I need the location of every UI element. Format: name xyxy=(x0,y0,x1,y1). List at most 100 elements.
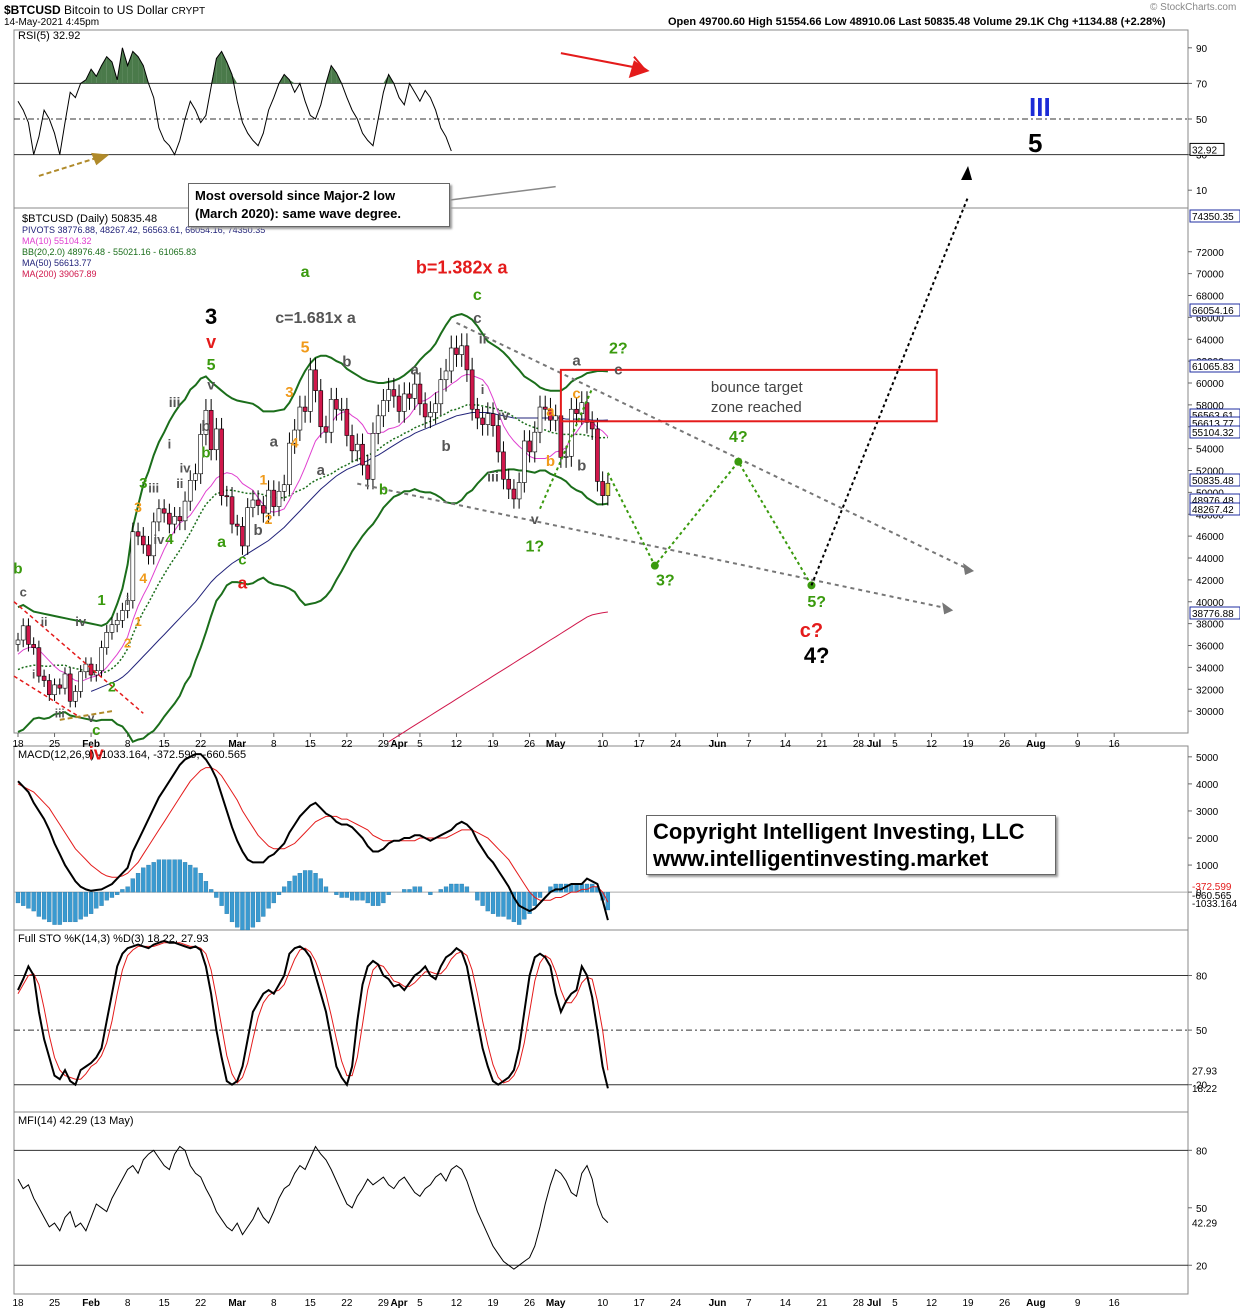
candle-body xyxy=(365,464,371,480)
wave-label: c xyxy=(614,361,622,378)
macd-histogram-bar xyxy=(109,891,115,898)
y-tick-label-price: 48000 xyxy=(1196,510,1224,521)
x-tick-label-bottom: 10 xyxy=(597,1298,609,1309)
candle-body xyxy=(448,347,454,372)
price-axis-value: 55104.32 xyxy=(1192,428,1234,439)
candle-body xyxy=(516,482,522,500)
x-tick-label-bottom: 14 xyxy=(780,1298,792,1309)
rsi-overbought-fill xyxy=(284,74,290,84)
rsi-annotation-line1: Most oversold since Major-2 low xyxy=(195,188,396,203)
x-tick-label-bottom: 26 xyxy=(999,1298,1011,1309)
macd-histogram-bar xyxy=(188,864,193,893)
copyright-box: Copyright Intelligent Investing, LLC www… xyxy=(646,815,1056,875)
x-tick-label-price: 12 xyxy=(451,739,463,750)
macd-histogram-bar xyxy=(537,891,543,898)
y-tick-label-rsi: 10 xyxy=(1196,186,1208,197)
candle-body xyxy=(506,478,511,490)
copyright-line2: www.intelligentinvesting.market xyxy=(653,846,989,871)
price-axis-value: 61065.83 xyxy=(1192,362,1234,373)
y-tick-label-price: 58000 xyxy=(1196,401,1224,412)
macd-histogram-bar xyxy=(47,891,52,923)
price-legend-item: MA(10) 55104.32 xyxy=(22,236,92,246)
x-tick-label-bottom: Aug xyxy=(1026,1298,1045,1309)
rsi-divergence-line-2 xyxy=(560,52,645,71)
x-tick-label-bottom: 8 xyxy=(271,1298,277,1309)
candle-body xyxy=(360,443,365,466)
wave-label: 3 xyxy=(205,304,217,329)
wave-label: 1 xyxy=(134,614,141,629)
candle-body xyxy=(537,406,543,433)
wave-label: 4 xyxy=(139,570,147,586)
y-tick-label-price: 66000 xyxy=(1196,313,1224,324)
x-tick-label-price: 19 xyxy=(962,739,974,750)
rsi-last-value-box xyxy=(1189,142,1225,156)
macd-histogram-bar xyxy=(376,891,381,906)
rsi-title: RSI(5) 32.92 xyxy=(18,30,80,42)
macd-histogram-bar xyxy=(250,891,256,928)
macd-histogram-bar xyxy=(62,891,68,923)
macd-histogram-bar xyxy=(261,891,266,917)
candle-body xyxy=(589,422,595,430)
macd-histogram-bar xyxy=(490,891,496,914)
wave-label: a xyxy=(411,361,420,378)
wave-label: b=1.382x a xyxy=(416,258,509,278)
bollinger-middle-line xyxy=(17,404,608,674)
macd-histogram-bar xyxy=(198,873,203,893)
y-tick-label-price: 32000 xyxy=(1196,685,1224,696)
candle-body xyxy=(485,413,491,425)
macd-histogram-bar xyxy=(428,891,433,895)
candle-body xyxy=(41,675,47,681)
wave-label: iii xyxy=(487,468,499,484)
candle-body xyxy=(501,451,506,480)
wave-label: a xyxy=(238,574,248,593)
macd-histogram-bar xyxy=(203,881,209,893)
wave-target-label: 5 xyxy=(1028,128,1043,158)
wave-label: iii xyxy=(169,394,181,410)
y-tick-label-stochastic: 20 xyxy=(1196,1081,1208,1092)
wave-label: ii xyxy=(479,331,487,347)
macd-histogram-bar xyxy=(381,891,386,904)
macd-line xyxy=(17,753,609,921)
wave-label: a xyxy=(572,353,581,370)
candle-body xyxy=(198,434,203,475)
wave-label: 1 xyxy=(97,592,105,609)
candle-body xyxy=(73,691,78,702)
bollinger-lower-line xyxy=(17,468,609,744)
rsi-annotation-box: Most oversold since Major-2 low (March 2… xyxy=(188,183,450,227)
x-tick-label-price: 15 xyxy=(305,739,317,750)
rsi-overbought-fill xyxy=(216,51,222,84)
wave-label: 5? xyxy=(807,594,826,611)
candle-body xyxy=(595,428,600,482)
price-axis-value: 38776.88 xyxy=(1192,609,1234,620)
x-tick-label-bottom: 19 xyxy=(487,1298,499,1309)
price-legend-item: $BTCUSD (Daily) 50835.48 xyxy=(22,213,157,225)
wave-label: 4 xyxy=(291,435,299,451)
x-tick-label-bottom: 25 xyxy=(49,1298,61,1309)
candle-body xyxy=(20,625,26,641)
candle-body xyxy=(370,433,376,480)
y-tick-label-price: 68000 xyxy=(1196,292,1224,303)
x-tick-label-bottom: 28 xyxy=(853,1298,865,1309)
target-zone-label-1: bounce target xyxy=(711,379,804,396)
y-tick-label-price: 40000 xyxy=(1196,598,1224,609)
candle-body xyxy=(250,499,256,508)
rsi-overbought-fill xyxy=(106,56,112,84)
wave-label: b xyxy=(201,418,210,435)
x-tick-label-bottom: 24 xyxy=(670,1298,682,1309)
candle-body xyxy=(417,383,423,405)
candle-body xyxy=(490,413,496,426)
x-tick-label-price: 15 xyxy=(159,739,171,750)
x-tick-label-price: 28 xyxy=(853,739,865,750)
price-axis-value: 48976.48 xyxy=(1192,496,1234,507)
wave-label: 2 xyxy=(265,511,273,527)
wave-label: 2 xyxy=(124,636,131,651)
chart-timestamp: 14-May-2021 4:45pm xyxy=(4,17,100,28)
rsi-overbought-fill xyxy=(122,47,128,84)
macd-histogram-bar xyxy=(496,891,501,917)
sto-last-value-k: 18.22 xyxy=(1192,1084,1217,1095)
candle-body xyxy=(469,369,475,410)
x-tick-label-price: 14 xyxy=(780,739,792,750)
x-tick-label-price: 22 xyxy=(195,739,207,750)
wave-label: i xyxy=(32,667,35,681)
